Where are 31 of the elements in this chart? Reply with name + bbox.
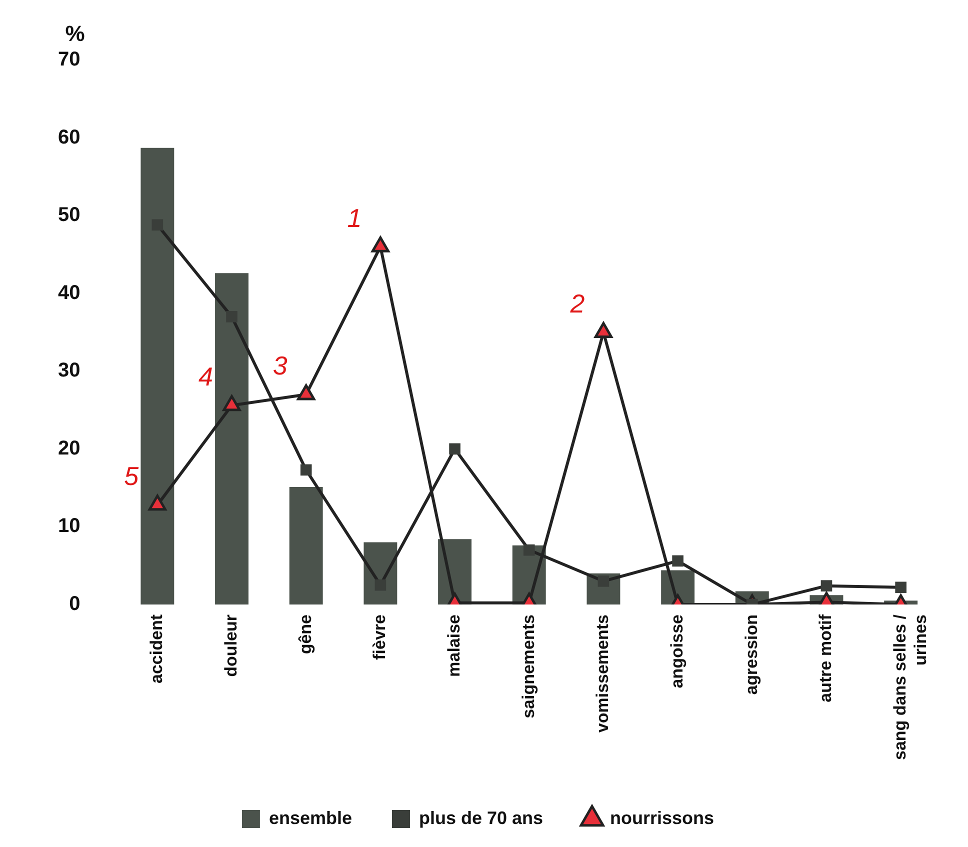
legend-label: plus de 70 ans [418,808,544,828]
annotation: 5 [124,461,140,492]
x-tick-label: fièvre [370,614,390,660]
annotation: 4 [198,362,213,392]
x-tick-label: sang dans selles / urines [890,614,930,760]
y-tick-label: 20 [58,437,80,460]
x-tick-label: accident [147,614,166,684]
x-tick-label: vomissements [593,614,612,733]
legend-label: ensemble [268,808,352,828]
x-tick-label: douleur [221,614,240,677]
annotation: 1 [347,202,362,233]
legend-label: nourrissons [610,808,714,828]
x-tick-label: gêne [296,614,315,654]
annotation: 2 [569,288,586,318]
y-tick-label: 50 [58,204,80,226]
bar [289,487,323,604]
y-tick-label: 30 [58,360,80,382]
x-tick-label: malaise [444,614,464,677]
y-tick-label: 0 [69,593,80,616]
x-tick-label: agression [742,614,761,695]
x-tick-label: autre motif [816,614,836,702]
y-axis-title: % [65,21,85,46]
x-tick-label: angoisse [667,614,686,688]
y-tick-label: 40 [58,282,80,304]
y-tick-label: 70 [58,48,80,71]
bar [140,148,174,604]
y-tick-label: 10 [58,515,80,538]
annotation: 3 [272,350,288,381]
y-tick-label: 60 [58,126,80,148]
x-tick-label: saignements [518,614,538,718]
bar [215,273,248,604]
